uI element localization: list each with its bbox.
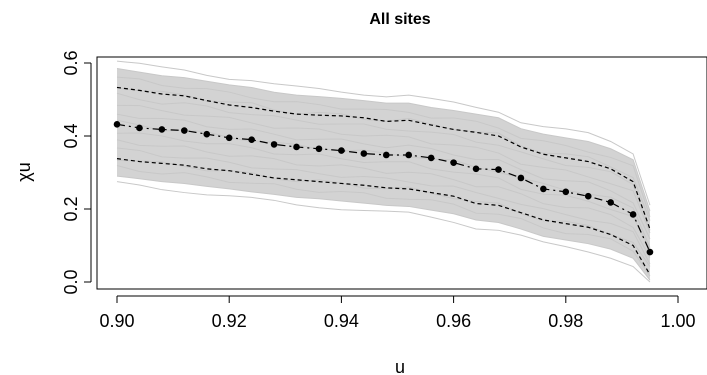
data-point (113, 121, 121, 128)
data-point (360, 150, 368, 157)
sample-curve (116, 92, 651, 231)
x-axis: 0.90 0.92 0.94 0.96 0.98 1.00 (99, 295, 696, 331)
data-point (405, 151, 413, 159)
x-axis-label: u (395, 357, 405, 375)
data-point (136, 124, 143, 132)
data-point (517, 174, 525, 182)
y-axis: 0.0 0.2 0.4 0.6 (61, 50, 92, 295)
plot-border (96, 56, 707, 290)
chart-title: All sites (369, 11, 430, 28)
data-point (203, 130, 211, 138)
sample-curve (116, 181, 651, 283)
data-point (270, 141, 278, 148)
x-tick-label: 0.94 (324, 311, 359, 331)
sample-curve (116, 104, 651, 234)
upper-dashed-line (116, 86, 651, 230)
data-point (495, 166, 502, 173)
data-point (158, 126, 166, 133)
x-tick-label: 0.96 (436, 311, 471, 331)
y-tick-label: 0.2 (61, 196, 81, 221)
main-series-layer (113, 121, 654, 256)
data-point (225, 134, 233, 142)
dashed-layer (116, 86, 651, 275)
sample-curve (116, 139, 651, 258)
y-tick-label: 0.0 (61, 269, 81, 294)
band-layer (117, 68, 650, 281)
data-point (562, 188, 570, 196)
envelope-band (117, 68, 650, 281)
x-tick-label: 0.98 (548, 311, 583, 331)
y-tick-label: 0.4 (61, 123, 81, 148)
data-point (540, 185, 547, 193)
data-point (450, 159, 457, 166)
sample-curve (116, 165, 651, 277)
y-axis-label: χu (14, 162, 34, 181)
sample-curve (116, 132, 651, 250)
sample-curve (116, 76, 651, 218)
data-point (472, 165, 480, 173)
sample-curve (116, 175, 651, 281)
x-tick-label: 0.90 (99, 311, 134, 331)
data-point (607, 199, 614, 206)
thin-lines-layer (116, 60, 651, 283)
sample-curve (116, 113, 651, 240)
sample-curve (116, 87, 651, 221)
x-tick-label: 0.92 (212, 311, 247, 331)
sample-curve (116, 60, 651, 206)
data-point (181, 127, 188, 134)
data-point (427, 154, 435, 162)
x-tick-label: 1.00 (660, 311, 695, 331)
sample-curve (116, 67, 651, 211)
data-point (293, 143, 300, 151)
data-point (629, 211, 637, 218)
y-tick-label: 0.6 (61, 50, 81, 75)
data-point (382, 151, 390, 159)
sample-curve (116, 147, 651, 265)
data-point (646, 248, 654, 256)
data-point (248, 136, 255, 143)
data-point (338, 147, 345, 154)
data-point (584, 192, 592, 200)
sample-curve (116, 159, 651, 267)
data-point (315, 145, 323, 153)
